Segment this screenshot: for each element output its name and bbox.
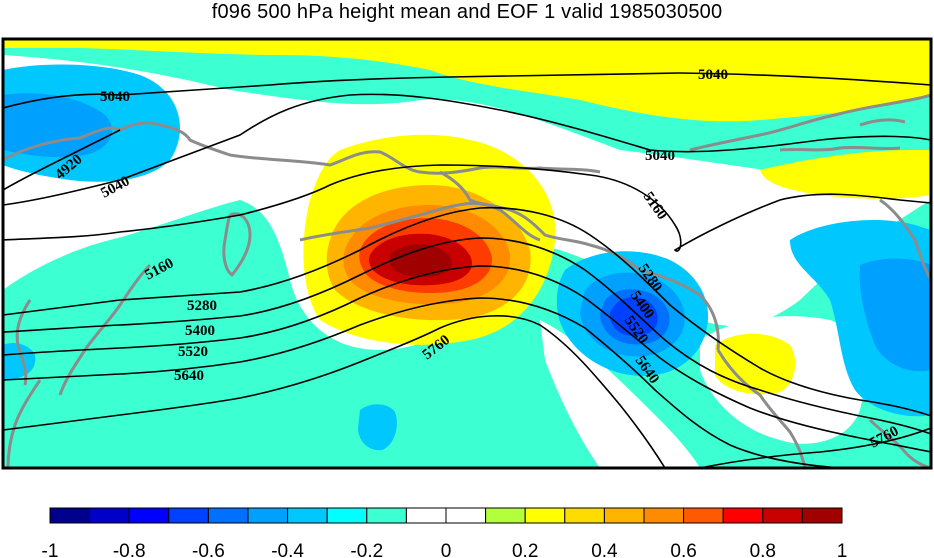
- contour-label: 5040: [645, 148, 675, 164]
- blue-region-east-core: [859, 258, 931, 372]
- coastline-na-east: [868, 418, 931, 468]
- coastline-asia: [3, 121, 601, 175]
- colorbar-box: [405, 507, 447, 524]
- blue-region-west-edge: [3, 343, 36, 380]
- coastline-kamchatka: [222, 212, 252, 277]
- colorbar-tick-label: 0.4: [591, 541, 618, 558]
- colorbar-ticks: -1 -0.8 -0.6 -0.4 -0.2 0 0.2 0.4 0.6 0.8 1: [42, 541, 848, 558]
- colorbar-box: [524, 507, 566, 524]
- colorbar-box: [168, 507, 209, 524]
- colorbar-box: [287, 507, 328, 524]
- shading-layer: [3, 39, 931, 468]
- contour-label: 5040: [698, 67, 728, 83]
- colorbar-box: [128, 507, 170, 524]
- contour-5160: [3, 164, 931, 252]
- coastline-alaska: [439, 170, 720, 351]
- colorbar-boxes: [49, 507, 843, 524]
- contour-label: 5520: [178, 344, 208, 360]
- coastline-layer: [3, 93, 931, 468]
- contour-5520: [3, 265, 931, 453]
- yellow-region-northeast: [760, 150, 931, 199]
- colorbar-box: [207, 507, 249, 524]
- coastline-na-west: [716, 349, 807, 468]
- contour-label: 5040: [100, 89, 130, 105]
- contour-5640: [3, 297, 841, 468]
- colorbar-tick-label: -0.6: [192, 541, 225, 558]
- white-band-mid: [540, 320, 700, 468]
- colorbar-box: [445, 507, 487, 524]
- yellow-region-east: [715, 333, 796, 395]
- colorbar-tick-label: 0.2: [512, 541, 538, 558]
- colorbar-box: [683, 507, 724, 524]
- contour-5040-south: [3, 93, 931, 206]
- coastline-japan: [6, 263, 152, 468]
- colorbar-box: [564, 507, 605, 524]
- blue-region-northwest-core: [3, 93, 113, 158]
- contour-layer: [3, 72, 931, 468]
- coastline-arctic-islands-2: [779, 118, 906, 152]
- colorbar-box: [89, 507, 130, 524]
- yellow-region-north: [3, 39, 931, 122]
- colorbar-tick-label: 0: [441, 541, 452, 558]
- contour-4920: [3, 129, 121, 191]
- colorbar-tick-label: 0.8: [750, 541, 776, 558]
- contour-label: 5400: [185, 323, 215, 339]
- colorbar-box: [722, 507, 764, 524]
- colorbar-tick-label: -0.8: [113, 541, 146, 558]
- contour-label: 5280: [187, 298, 217, 314]
- colorbar-box: [762, 507, 803, 524]
- colorbar-box: [49, 507, 91, 524]
- contour-5400: [3, 237, 931, 435]
- contour-5280: [3, 206, 931, 417]
- colorbar-tick-label: -0.4: [271, 541, 304, 558]
- contour-5760: [3, 315, 931, 468]
- coastline-aleutians: [299, 201, 541, 242]
- blue-region-small-south: [358, 404, 397, 451]
- colorbar-box: [643, 507, 685, 524]
- coastline-hudson: [879, 198, 931, 281]
- colorbar-box: [801, 507, 843, 524]
- colorbar-tick-label: -0.2: [350, 541, 383, 558]
- colorbar-box: [247, 507, 289, 524]
- maroon-core: [390, 244, 452, 278]
- plot-frame: [1, 37, 933, 470]
- chart-title: f096 500 hPa height mean and EOF 1 valid…: [211, 1, 723, 23]
- colorbar-box: [485, 507, 526, 524]
- contour-5040-north: [3, 72, 931, 109]
- colorbar-tick-label: 0.6: [670, 541, 696, 558]
- colorbar-box: [326, 507, 368, 524]
- colorbar-tick-label: -1: [42, 541, 59, 558]
- map-plot: 5040 5040 4920 5040 5040 5160 5160 5280 …: [1, 37, 933, 470]
- colorbar-box: [603, 507, 645, 524]
- colorbar-tick-label: 1: [837, 541, 848, 558]
- contour-label: 5640: [174, 368, 204, 384]
- coastline-arctic-islands: [689, 93, 931, 152]
- colorbar-box: [366, 507, 407, 524]
